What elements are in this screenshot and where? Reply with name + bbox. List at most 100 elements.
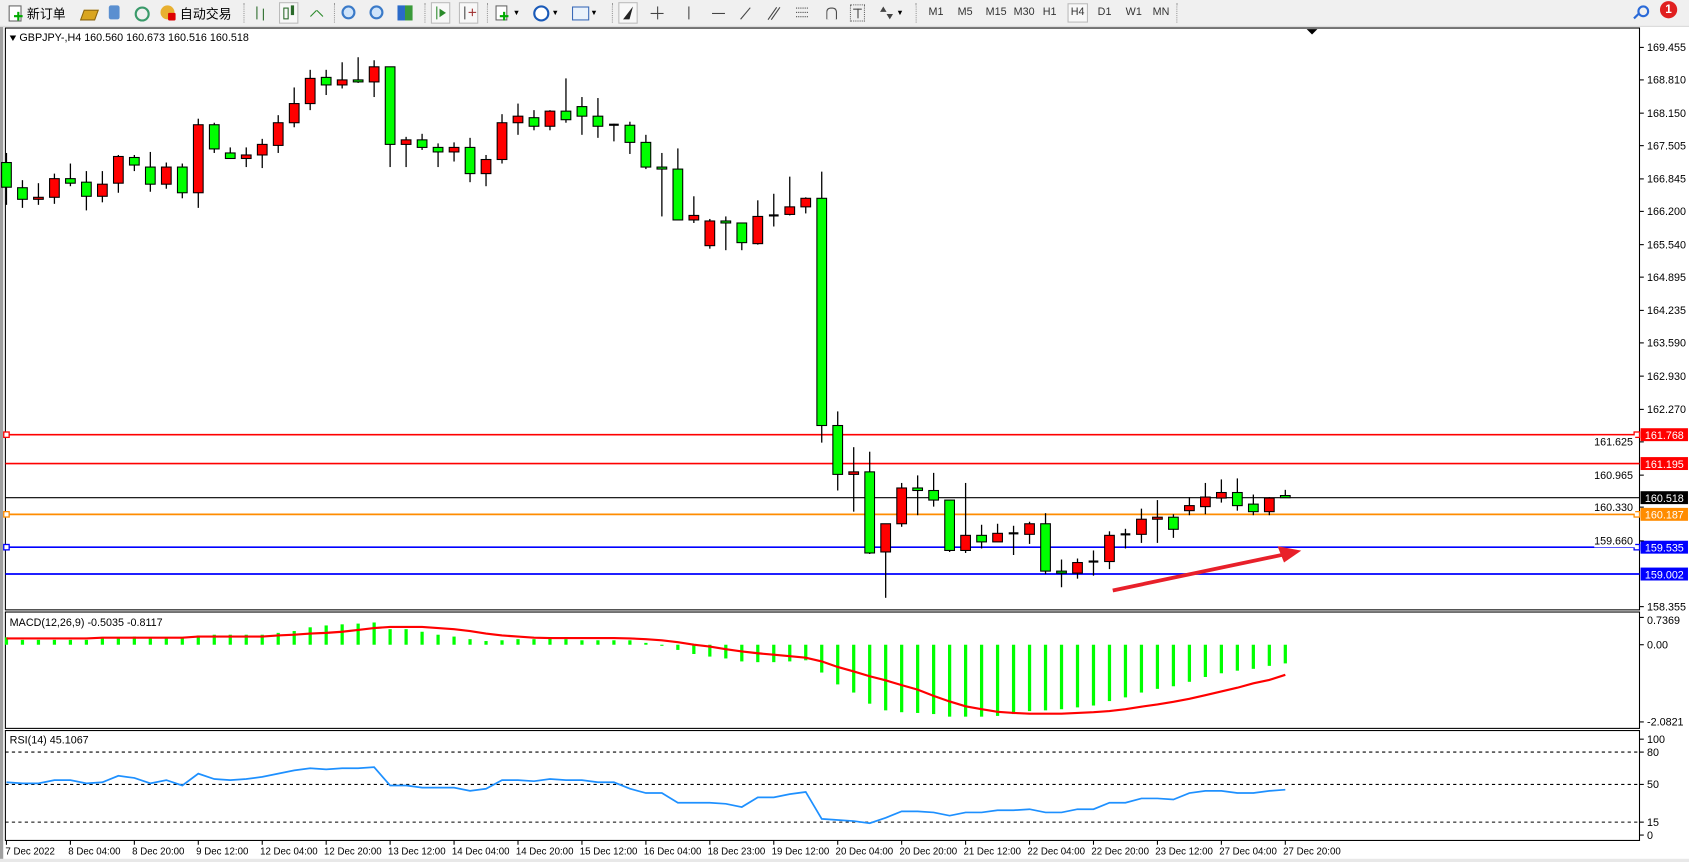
candle [1072, 558, 1083, 579]
zoom-out-button[interactable] [368, 3, 385, 22]
candle [576, 97, 588, 135]
chart-shift-button[interactable] [458, 2, 479, 24]
new-order-button[interactable]: 新订单 [6, 3, 66, 22]
candle-body [176, 166, 188, 194]
candle [1263, 497, 1275, 516]
text-label-tool-button[interactable] [794, 3, 811, 22]
price-tick-label: 159.660 [1594, 536, 1633, 548]
periods-button[interactable]: ▼ [532, 3, 559, 22]
chart-shift-marker[interactable] [1306, 29, 1318, 35]
time-tick-label: 27 Dec 04:00 [1219, 846, 1277, 857]
candle [1, 152, 12, 205]
timeframe-mn[interactable]: MN [1152, 6, 1170, 19]
timeframe-h4[interactable]: H4 [1067, 3, 1088, 23]
chart-menu-triangle-icon[interactable] [9, 35, 17, 41]
periods-icon [532, 4, 550, 22]
candle-body [656, 166, 668, 170]
chart-header: GBPJPY-,H4 160.560 160.673 160.516 160.5… [19, 32, 248, 44]
candle [17, 180, 28, 208]
macd-pane-frame [4, 611, 1641, 729]
price-tick-label: 164.895 [1647, 272, 1686, 284]
timeframe-w1[interactable]: W1 [1125, 6, 1142, 19]
macd-histogram-bar [468, 639, 472, 645]
crosshair-button[interactable] [648, 3, 665, 22]
candle-body [320, 76, 332, 86]
candle-body [160, 166, 172, 185]
trendline-button[interactable] [737, 3, 754, 22]
line-chart-button[interactable] [308, 3, 325, 22]
arrows-button[interactable]: ▼ [877, 3, 904, 22]
candle [496, 114, 508, 164]
chart-window[interactable]: 161.768 161.195 160.518 160.187 159.535 159.0… [0, 26, 1689, 862]
macd-histogram-bar [308, 627, 312, 645]
horizontal-line-icon [710, 4, 727, 21]
macd-histogram-bar [979, 644, 984, 717]
candle [1104, 531, 1115, 570]
macd-histogram-bar [676, 644, 680, 650]
indicators-button[interactable]: ▼ [493, 3, 520, 22]
vertical-line-button[interactable] [681, 3, 698, 22]
window-border [0, 26, 4, 862]
templates-button[interactable]: ▼ [571, 3, 598, 22]
timeframe-m1[interactable]: M1 [928, 6, 944, 19]
cursor-button[interactable] [618, 2, 638, 24]
chart-canvas[interactable]: 161.768 161.195 160.518 160.187 159.535 159.0… [0, 26, 1689, 862]
candle-body [704, 220, 716, 247]
macd-histogram-bar [212, 634, 216, 645]
timeframe-d1[interactable]: D1 [1097, 6, 1112, 19]
autotrading-button[interactable]: 自动交易 [159, 3, 232, 22]
auto-scroll-button[interactable] [430, 2, 451, 24]
time-tick-label: 8 Dec 04:00 [68, 846, 121, 857]
tile-windows-icon [396, 4, 413, 21]
arrow-shaft [1112, 553, 1283, 593]
macd-histogram-bar [868, 644, 872, 704]
candle-body [688, 214, 700, 221]
macd-histogram-bar [420, 631, 424, 645]
macd-histogram-bar [1155, 644, 1160, 689]
candle-body [784, 206, 796, 215]
candle-body [496, 122, 508, 161]
timeframe-h1[interactable]: H1 [1042, 6, 1057, 19]
macd-histogram-bar [932, 644, 936, 715]
chevron-down-icon: ▼ [896, 9, 904, 17]
signals-button[interactable] [132, 3, 150, 22]
macd-histogram-bar [1075, 644, 1080, 708]
fibonacci-button[interactable] [764, 3, 781, 22]
candle [288, 87, 300, 128]
macd-histogram-bar [1107, 644, 1112, 702]
macd-histogram-bar [132, 636, 136, 645]
timeframe-m30[interactable]: M30 [1013, 6, 1035, 19]
macd-histogram-bar [532, 639, 536, 645]
timeframe-m15[interactable]: M15 [985, 6, 1007, 19]
text-box-button[interactable] [849, 3, 865, 22]
zoom-in-button[interactable] [340, 3, 357, 22]
candle [944, 499, 956, 552]
macd-histogram-bar [1027, 644, 1032, 712]
price-label-box [1640, 567, 1688, 581]
trend-arrow-annotation[interactable] [1112, 546, 1302, 593]
tile-windows-button[interactable] [396, 3, 413, 22]
candle [640, 134, 652, 170]
candlestick-button[interactable] [278, 2, 299, 24]
text-button[interactable] [823, 3, 840, 22]
timeframe-m5[interactable]: M5 [957, 6, 973, 19]
bar-chart-button[interactable] [252, 3, 269, 22]
price-label: 160.518 [1645, 493, 1684, 505]
time-tick-label: 14 Dec 04:00 [452, 846, 510, 857]
rsi-tick-label: 80 [1647, 747, 1659, 759]
candle-body [624, 124, 636, 143]
candle-body [1104, 534, 1115, 563]
rsi-tick-label: 100 [1647, 734, 1665, 746]
market-watch-button[interactable] [79, 3, 99, 22]
candle-body [912, 487, 924, 492]
separator [243, 3, 245, 23]
line-anchor-handle [3, 510, 10, 518]
history-center-button[interactable] [106, 3, 123, 22]
candle [848, 447, 860, 512]
horizontal-line-button[interactable] [710, 3, 727, 22]
price-label-box [1640, 540, 1688, 554]
search-button[interactable] [1632, 3, 1650, 22]
separator [1176, 3, 1178, 23]
macd-histogram-bar [340, 624, 344, 645]
time-tick-label: 22 Dec 20:00 [1091, 846, 1149, 857]
